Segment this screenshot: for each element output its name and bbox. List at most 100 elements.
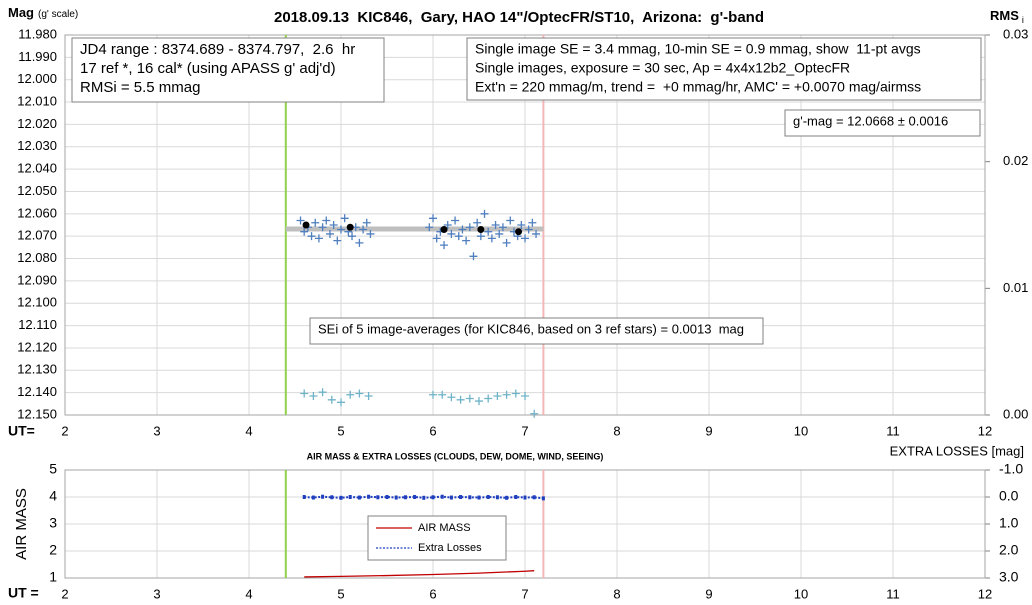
data-point — [528, 218, 537, 227]
data-point — [506, 216, 515, 225]
data-point — [502, 238, 511, 247]
annotation-text: SEi of 5 image-averages (for KIC846, bas… — [318, 321, 744, 336]
data-point — [495, 229, 504, 238]
y-tick-label: 2 — [49, 542, 57, 558]
data-point — [432, 234, 441, 243]
data-point — [447, 393, 456, 402]
data-point — [339, 495, 343, 500]
data-point — [530, 409, 539, 418]
y-tick-label: 4 — [49, 488, 57, 504]
y-tick-label: 12.050 — [17, 183, 57, 198]
data-point — [300, 389, 309, 398]
data-point — [348, 495, 352, 499]
data-point — [447, 229, 456, 238]
y-tick-label: 12.080 — [17, 250, 57, 265]
data-point — [311, 218, 320, 227]
x-tick-label: 12 — [978, 423, 992, 438]
data-point — [333, 236, 342, 245]
data-point — [348, 232, 357, 241]
x-tick-label: 4 — [245, 586, 252, 601]
data-point — [337, 398, 345, 407]
data-point — [438, 390, 447, 399]
data-point — [451, 216, 460, 225]
average-point — [302, 221, 310, 229]
data-point — [394, 495, 398, 500]
x-tick-label: 3 — [153, 586, 160, 601]
x-tick-label: 2 — [61, 586, 68, 601]
x-tick-label: 6 — [429, 423, 436, 438]
x-tick-label: 10 — [794, 423, 808, 438]
y-tick-label: 12.030 — [17, 138, 57, 153]
x-tick-label: 3 — [153, 423, 160, 438]
y-axis-label-note: (g' scale) — [38, 9, 78, 20]
legend-label: AIR MASS — [418, 522, 471, 534]
data-point — [484, 227, 493, 236]
data-point — [337, 225, 345, 234]
data-point — [300, 227, 309, 236]
y-tick-label: 12.060 — [17, 205, 57, 220]
average-point — [477, 225, 485, 233]
x-axis-label: UT= — [8, 423, 35, 439]
data-point — [505, 495, 509, 500]
y2-tick-label: 3.0 — [999, 569, 1019, 585]
x-tick-label: 9 — [705, 586, 712, 601]
data-point — [325, 229, 334, 238]
data-point — [346, 390, 355, 399]
x-tick-label: 11 — [886, 586, 900, 601]
data-point — [524, 225, 533, 234]
x-tick-label: 7 — [521, 586, 528, 601]
y2-tick-label: 0.0 — [999, 488, 1019, 504]
x-tick-label: 8 — [613, 586, 620, 601]
data-point — [521, 234, 529, 243]
data-point — [329, 221, 338, 229]
data-point — [454, 232, 463, 241]
y-tick-label: 12.100 — [17, 295, 57, 310]
x-tick-label: 2 — [61, 423, 68, 438]
annotation-text: RMSi = 5.5 mmag — [80, 79, 200, 96]
data-point — [469, 252, 478, 261]
annotation-text: Single image SE = 3.4 mmag, 10-min SE = … — [475, 41, 921, 57]
data-point — [422, 495, 426, 500]
data-point — [532, 229, 541, 238]
data-point — [498, 223, 507, 232]
data-point — [355, 238, 364, 247]
y-tick-label: 12.140 — [17, 384, 57, 399]
x-tick-label: 11 — [886, 423, 900, 438]
y-tick-label: 12.150 — [17, 406, 57, 421]
data-point — [468, 495, 472, 500]
y2-axis-label: RMS i — [990, 8, 1024, 25]
y2-tick-label: 2.0 — [999, 542, 1019, 558]
y-tick-label: 12.010 — [17, 93, 57, 108]
data-point — [367, 494, 371, 499]
y-tick-label: 12.130 — [17, 362, 57, 377]
y-tick-label: 5 — [49, 461, 57, 477]
data-point — [425, 223, 434, 232]
x-tick-label: 4 — [245, 423, 252, 438]
data-point — [340, 214, 349, 223]
data-point — [309, 392, 318, 400]
data-point — [491, 221, 500, 229]
data-point — [502, 390, 511, 399]
data-point — [429, 390, 437, 399]
data-point — [523, 495, 527, 500]
y2-axis-label: EXTRA LOSSES [mag] — [890, 443, 1024, 458]
data-point — [311, 495, 315, 500]
y-axis-label: Mag (g' scale) — [8, 5, 78, 20]
data-point — [376, 495, 380, 500]
data-point — [318, 388, 327, 397]
average-point — [515, 228, 523, 236]
data-point — [465, 394, 474, 403]
y-tick-label: 12.000 — [17, 71, 57, 86]
y2-tick-label: 0.02 — [1003, 153, 1028, 168]
y-tick-label: 12.090 — [17, 272, 57, 287]
data-point — [458, 225, 467, 234]
data-point — [462, 236, 471, 245]
data-point — [511, 389, 520, 398]
y2-axis-label-main: RMS — [990, 8, 1019, 23]
y2-tick-label: 1.0 — [999, 515, 1019, 531]
data-point — [440, 494, 444, 499]
x-axis-label: UT = — [8, 585, 39, 601]
annotation-box — [784, 109, 981, 137]
data-point — [459, 495, 463, 499]
